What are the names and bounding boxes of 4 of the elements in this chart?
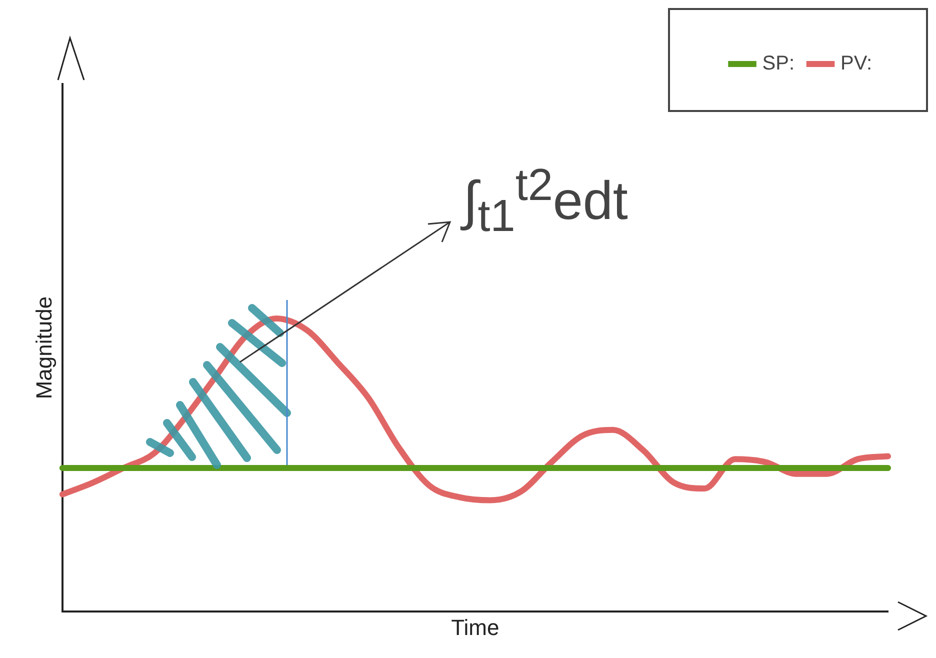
- y-axis-title: Magnitude: [31, 296, 56, 400]
- x-axis-title: Time: [451, 614, 500, 640]
- legend-label: PV:: [840, 52, 872, 75]
- legend-label: SP:: [762, 52, 795, 75]
